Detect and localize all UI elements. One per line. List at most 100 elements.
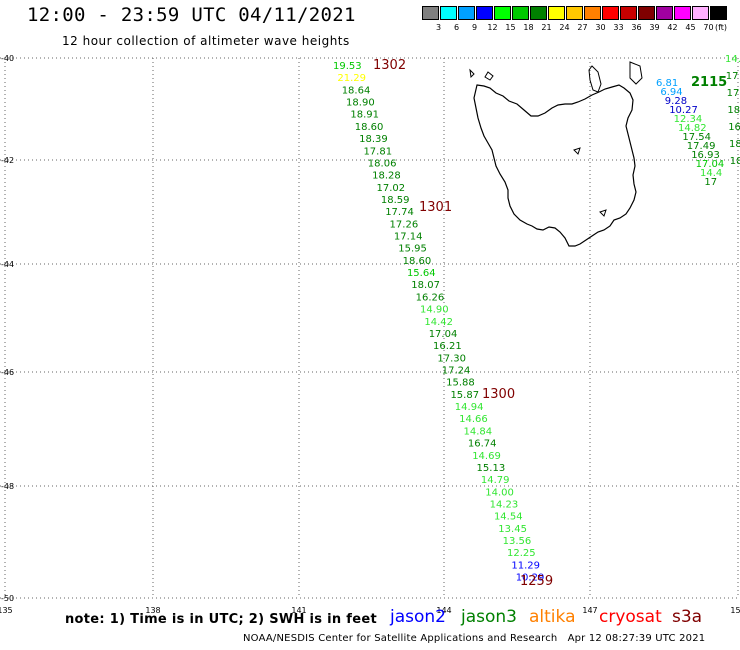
longitude-label: 135 bbox=[0, 606, 13, 615]
wave-height-value: 18.60 bbox=[403, 256, 432, 267]
legend-swatch bbox=[422, 6, 439, 20]
wave-height-value: 14.84 bbox=[464, 426, 493, 437]
time-label: 1300 bbox=[482, 387, 515, 402]
legend-swatch bbox=[494, 6, 511, 20]
islands bbox=[469, 61, 643, 217]
wave-height-value: 17.02 bbox=[377, 183, 406, 194]
legend-swatch bbox=[602, 6, 619, 20]
wave-height-value: 14.54 bbox=[494, 512, 523, 523]
wave-height-value: 17.49 bbox=[687, 141, 716, 152]
wave-height-value: 18 bbox=[727, 105, 740, 116]
legend-swatch bbox=[656, 6, 673, 20]
time-label: 1259 bbox=[520, 574, 553, 589]
wave-height-value: 15.13 bbox=[477, 463, 506, 474]
legend-swatch bbox=[674, 6, 691, 20]
legend-label: 42 bbox=[667, 23, 678, 32]
legend-label: 45 bbox=[685, 23, 696, 32]
wave-height-value: 14.79 bbox=[481, 475, 510, 486]
latitude-label: -44 bbox=[1, 260, 14, 269]
wave-height-value: 14.00 bbox=[485, 487, 514, 498]
wave-height-value: 18.60 bbox=[355, 122, 384, 133]
wave-height-value: 13.45 bbox=[498, 524, 527, 535]
wave-height-value: 17.81 bbox=[363, 146, 392, 157]
time-label: 1302 bbox=[373, 58, 406, 73]
wave-height-value: 10.29 bbox=[516, 573, 545, 584]
wave-height-value: 12.34 bbox=[674, 114, 703, 125]
wave-height-value: 14.3 bbox=[725, 54, 740, 65]
wave-height-value: 6.94 bbox=[660, 87, 682, 98]
legend-label: 39 bbox=[649, 23, 660, 32]
wave-height-value: 17.04 bbox=[429, 329, 458, 340]
wave-height-value: 13.56 bbox=[503, 536, 532, 547]
latitude-label: -42 bbox=[1, 156, 14, 165]
wave-height-value: 18 bbox=[729, 139, 740, 150]
wave-height-value: 18.64 bbox=[342, 85, 371, 96]
wave-height-value: 18.91 bbox=[350, 110, 379, 121]
time-label: 2115 bbox=[691, 75, 727, 90]
wave-height-value: 10.27 bbox=[669, 105, 698, 116]
wave-height-value: 14.90 bbox=[420, 305, 449, 316]
legend-swatch bbox=[638, 6, 655, 20]
wave-height-value: 14.66 bbox=[459, 414, 488, 425]
satellite-name: jason3 bbox=[461, 607, 517, 627]
latitude-label: -46 bbox=[1, 368, 14, 377]
longitude-label: 147 bbox=[582, 606, 597, 615]
wave-height-value: 17 bbox=[726, 71, 739, 82]
legend-unit-label: (ft) bbox=[715, 23, 728, 32]
wave-height-value: 15.95 bbox=[398, 244, 427, 255]
longitude-label: 141 bbox=[291, 606, 306, 615]
map-title: 12:00 - 23:59 UTC 04/11/2021 bbox=[27, 4, 356, 26]
wave-height-value: 17.04 bbox=[696, 159, 725, 170]
legend-label: 18 bbox=[523, 23, 534, 32]
legend-swatch bbox=[530, 6, 547, 20]
wave-height-value: 15.87 bbox=[450, 390, 479, 401]
wave-height-value: 14.23 bbox=[490, 499, 519, 510]
legend-label: 15 bbox=[505, 23, 516, 32]
wave-height-value: 19.53 bbox=[333, 61, 362, 72]
satellite-name: s3a bbox=[672, 607, 703, 627]
wave-height-value: 18.28 bbox=[372, 171, 401, 182]
legend-label: 24 bbox=[559, 23, 570, 32]
lat-lon-grid: -40 -42 -44 -46 -48 -50 135 138 141 144 147 150 bbox=[0, 54, 740, 615]
wave-height-value: 11.29 bbox=[511, 560, 540, 571]
wave-height-value: 17.74 bbox=[385, 207, 414, 218]
altimeter-tracks: 19.5321.2918.6418.9018.9118.6018.3917.81… bbox=[333, 54, 740, 589]
legend-swatch bbox=[512, 6, 529, 20]
legend-swatch bbox=[440, 6, 457, 20]
map-footer: NOAA/NESDIS Center for Satellite Applica… bbox=[243, 633, 706, 644]
satellite-name: altika bbox=[529, 607, 576, 627]
time-label: 1301 bbox=[419, 200, 452, 215]
legend-swatch bbox=[710, 6, 727, 20]
wave-height-value: 16.93 bbox=[691, 150, 720, 161]
latitude-label: -40 bbox=[1, 54, 14, 63]
longitude-label: 144 bbox=[436, 606, 451, 615]
wave-height-value: 17 bbox=[727, 88, 740, 99]
legend-swatch bbox=[620, 6, 637, 20]
wave-height-value: 16.26 bbox=[416, 292, 445, 303]
longitude-label: 150 bbox=[730, 606, 740, 615]
wave-height-value: 17.30 bbox=[437, 353, 466, 364]
wave-height-value: 18 bbox=[730, 156, 740, 167]
map-subtitle: 12 hour collection of altimeter wave hei… bbox=[62, 34, 350, 48]
legend-label: 21 bbox=[541, 23, 552, 32]
wave-height-value: 15.88 bbox=[446, 378, 475, 389]
latitude-label: -50 bbox=[1, 594, 14, 603]
legend-label: 12 bbox=[487, 23, 498, 32]
wave-height-value: 17 bbox=[704, 177, 717, 188]
wave-height-value: 14.4 bbox=[700, 168, 722, 179]
legend-label: 33 bbox=[613, 23, 624, 32]
wave-height-value: 14.42 bbox=[424, 317, 453, 328]
wave-height-value: 17.54 bbox=[682, 132, 711, 143]
legend-label: 3 bbox=[435, 23, 442, 32]
wave-height-value: 18.39 bbox=[359, 134, 388, 145]
wave-height-value: 15.64 bbox=[407, 268, 436, 279]
satellite-name: cryosat bbox=[599, 607, 662, 627]
legend-label: 6 bbox=[453, 23, 460, 32]
longitude-label: 138 bbox=[145, 606, 160, 615]
wave-height-value: 18.90 bbox=[346, 98, 375, 109]
legend-label: 30 bbox=[595, 23, 606, 32]
wave-height-value: 16.74 bbox=[468, 439, 497, 450]
wave-height-value: 17.24 bbox=[442, 366, 471, 377]
legend-swatch bbox=[692, 6, 709, 20]
